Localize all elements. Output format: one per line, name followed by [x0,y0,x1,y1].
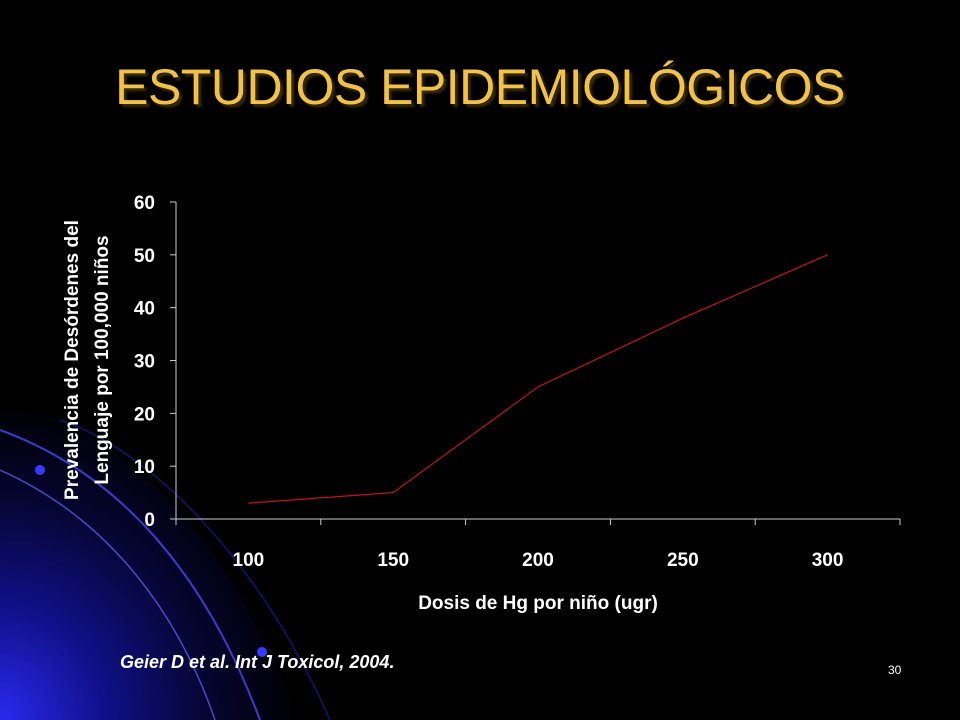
series-line [248,254,828,504]
y-tick-label: 20 [134,404,155,425]
y-axis-title-line: Lenguaje por 100,000 niños [92,235,113,484]
page-title: ESTUDIOS EPIDEMIOLÓGICOS [115,59,845,115]
y-tick-label: 0 [144,510,155,531]
x-axis-title: Dosis de Hg por niño (ugr) [418,593,658,614]
y-tick-label: 30 [134,352,155,373]
x-tick-label: 300 [812,550,844,571]
x-tick-label: 250 [667,550,699,571]
y-axis-title: Prevalencia de Desórdenes del Lenguaje po… [62,220,113,500]
bullet-dot [35,465,45,475]
citation: Geier D et al. Int J Toxicol, 2004. [120,652,395,672]
y-tick-label: 40 [134,299,155,320]
y-axis-title-line: Prevalencia de Desórdenes del [62,220,83,500]
y-tick-label: 50 [134,246,155,267]
y-tick-label: 60 [134,193,155,214]
x-tick-label: 150 [377,550,409,571]
bullet-dot [257,647,267,657]
x-tick-label: 100 [233,550,265,571]
slide-number: 30 [888,663,902,677]
x-tick-label: 200 [522,550,554,571]
y-tick-label: 10 [134,457,155,478]
